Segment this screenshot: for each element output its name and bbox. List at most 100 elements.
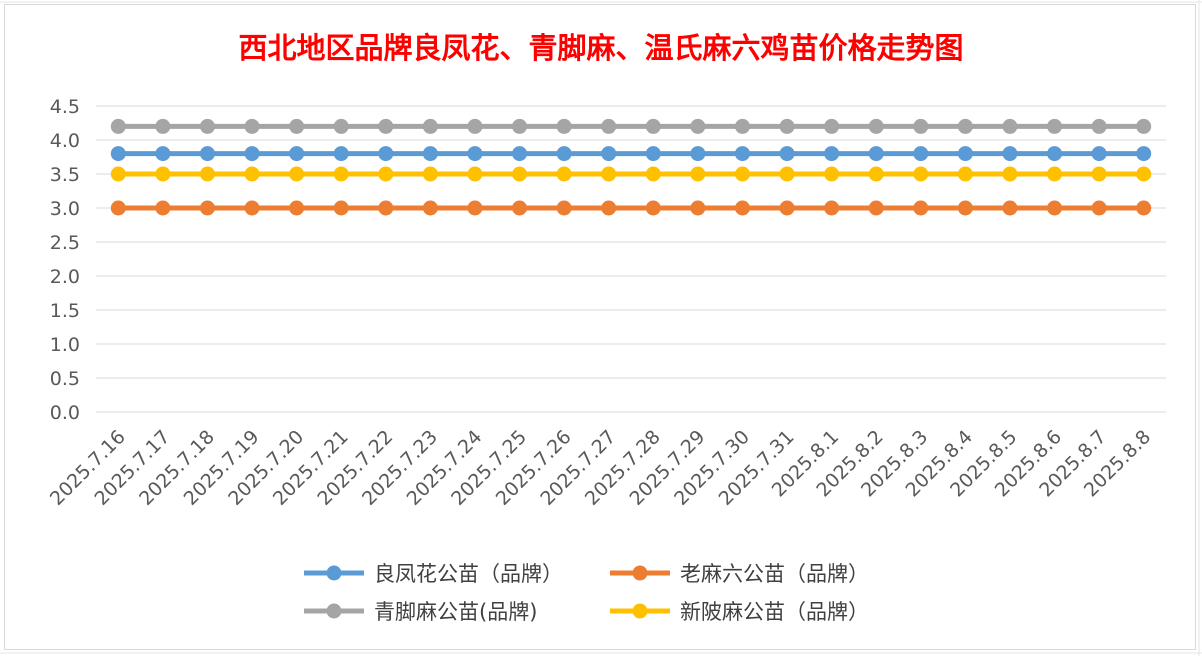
data-point bbox=[155, 200, 171, 216]
data-point bbox=[556, 118, 572, 134]
data-point bbox=[110, 166, 126, 182]
data-point bbox=[645, 166, 661, 182]
y-tick-label: 0.0 bbox=[50, 402, 80, 424]
data-point bbox=[1136, 118, 1152, 134]
legend-dot-marker bbox=[632, 565, 648, 581]
data-point bbox=[824, 118, 840, 134]
y-tick-label: 3.5 bbox=[50, 164, 80, 186]
legend-label: 新陂麻公苗（品牌） bbox=[680, 600, 869, 624]
data-point bbox=[289, 146, 305, 162]
data-point bbox=[957, 166, 973, 182]
data-point bbox=[1136, 200, 1152, 216]
data-point bbox=[957, 118, 973, 134]
data-point bbox=[110, 118, 126, 134]
y-axis-ticks: 0.0 0.5 1.0 1.5 2.0 2.5 3.0 3.5 4.0 4.5 bbox=[50, 96, 80, 424]
data-point bbox=[333, 146, 349, 162]
data-point bbox=[690, 118, 706, 134]
data-point bbox=[512, 166, 528, 182]
data-point bbox=[868, 146, 884, 162]
data-point bbox=[779, 146, 795, 162]
data-point bbox=[645, 146, 661, 162]
legend-dot-marker bbox=[326, 565, 342, 581]
series-lines bbox=[110, 118, 1152, 216]
data-point bbox=[512, 146, 528, 162]
data-point bbox=[110, 146, 126, 162]
data-point bbox=[512, 200, 528, 216]
data-point bbox=[601, 146, 617, 162]
data-point bbox=[556, 200, 572, 216]
data-point bbox=[824, 200, 840, 216]
legend-item[interactable]: 新陂麻公苗（品牌） bbox=[610, 600, 869, 624]
data-point bbox=[467, 146, 483, 162]
data-point bbox=[110, 200, 126, 216]
x-axis-ticks: 2025.7.162025.7.172025.7.182025.7.192025… bbox=[46, 426, 1155, 510]
y-tick-label: 2.0 bbox=[50, 266, 80, 288]
legend-item[interactable]: 良凤花公苗（品牌） bbox=[304, 562, 563, 586]
series-0 bbox=[110, 146, 1152, 162]
data-point bbox=[1091, 118, 1107, 134]
data-point bbox=[690, 200, 706, 216]
data-point bbox=[1091, 146, 1107, 162]
data-point bbox=[244, 200, 260, 216]
data-point bbox=[913, 118, 929, 134]
data-point bbox=[645, 200, 661, 216]
data-point bbox=[601, 166, 617, 182]
series-2 bbox=[110, 118, 1152, 134]
data-point bbox=[868, 166, 884, 182]
data-point bbox=[734, 166, 750, 182]
legend-label: 良凤花公苗（品牌） bbox=[374, 562, 563, 586]
data-point bbox=[199, 166, 215, 182]
data-point bbox=[824, 166, 840, 182]
series-3 bbox=[110, 166, 1152, 182]
data-point bbox=[289, 166, 305, 182]
y-tick-label: 0.5 bbox=[50, 368, 80, 390]
legend[interactable]: 良凤花公苗（品牌） 老麻六公苗（品牌） 青脚麻公苗(品牌) 新陂麻公苗（品牌） bbox=[304, 562, 869, 624]
data-point bbox=[1091, 166, 1107, 182]
data-point bbox=[378, 200, 394, 216]
data-point bbox=[556, 166, 572, 182]
data-point bbox=[1047, 200, 1063, 216]
data-point bbox=[244, 118, 260, 134]
data-point bbox=[601, 118, 617, 134]
data-point bbox=[289, 200, 305, 216]
legend-item[interactable]: 老麻六公苗（品牌） bbox=[610, 562, 869, 586]
data-point bbox=[1136, 166, 1152, 182]
y-tick-label: 3.0 bbox=[50, 198, 80, 220]
legend-item[interactable]: 青脚麻公苗(品牌) bbox=[304, 600, 537, 624]
data-point bbox=[913, 166, 929, 182]
data-point bbox=[512, 118, 528, 134]
data-point bbox=[868, 118, 884, 134]
data-point bbox=[868, 200, 884, 216]
data-point bbox=[824, 146, 840, 162]
data-point bbox=[422, 166, 438, 182]
chart-area[interactable] bbox=[4, 4, 1196, 650]
legend-label: 青脚麻公苗(品牌) bbox=[374, 600, 537, 624]
data-point bbox=[1002, 146, 1018, 162]
data-point bbox=[1002, 166, 1018, 182]
data-point bbox=[1136, 146, 1152, 162]
y-tick-label: 2.5 bbox=[50, 232, 80, 254]
data-point bbox=[199, 118, 215, 134]
data-point bbox=[1047, 146, 1063, 162]
data-point bbox=[913, 200, 929, 216]
data-point bbox=[155, 166, 171, 182]
y-tick-label: 1.5 bbox=[50, 300, 80, 322]
data-point bbox=[199, 200, 215, 216]
data-point bbox=[378, 118, 394, 134]
legend-dot-marker bbox=[632, 603, 648, 619]
data-point bbox=[289, 118, 305, 134]
data-point bbox=[244, 146, 260, 162]
data-point bbox=[601, 200, 617, 216]
data-point bbox=[556, 146, 572, 162]
data-point bbox=[333, 200, 349, 216]
data-point bbox=[734, 146, 750, 162]
data-point bbox=[467, 118, 483, 134]
data-point bbox=[779, 200, 795, 216]
data-point bbox=[333, 166, 349, 182]
data-point bbox=[1047, 166, 1063, 182]
data-point bbox=[333, 118, 349, 134]
data-point bbox=[422, 118, 438, 134]
legend-dot-marker bbox=[326, 603, 342, 619]
